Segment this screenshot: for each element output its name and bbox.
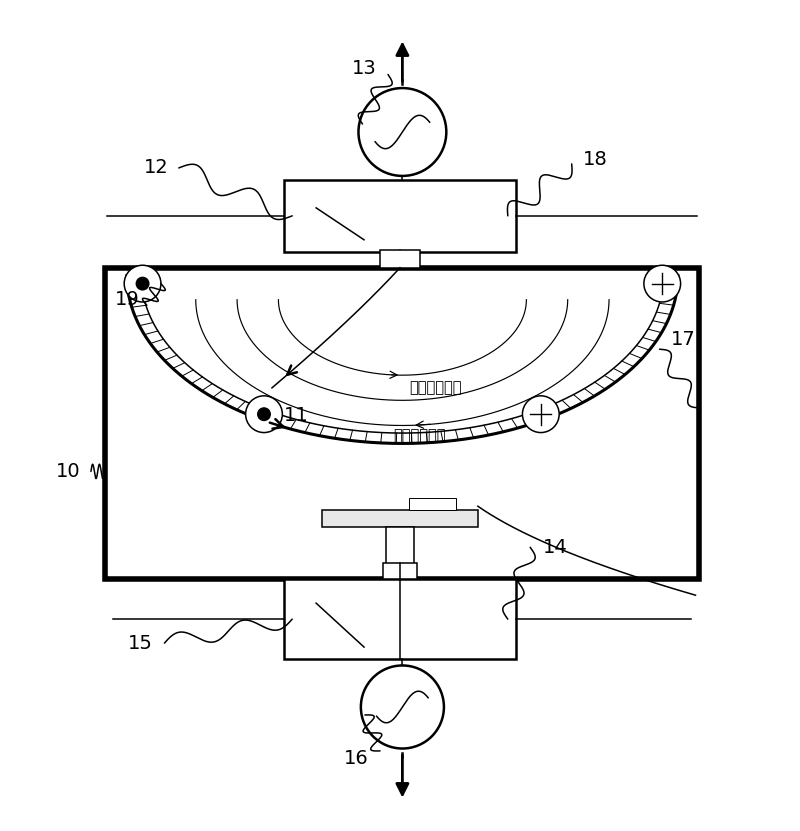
Circle shape	[644, 265, 681, 302]
Circle shape	[361, 666, 444, 749]
Text: 17: 17	[671, 330, 696, 349]
Circle shape	[124, 265, 161, 302]
Text: 线圈电流方向: 线圈电流方向	[394, 428, 446, 443]
Bar	[386, 528, 414, 579]
Text: 功率电流方向: 功率电流方向	[410, 380, 462, 395]
Text: 13: 13	[352, 59, 377, 77]
Text: 14: 14	[543, 538, 568, 557]
Bar	[105, 268, 699, 579]
Circle shape	[246, 396, 282, 433]
Text: 16: 16	[344, 750, 369, 769]
Text: 10: 10	[56, 462, 81, 481]
Circle shape	[358, 88, 446, 176]
Text: 19: 19	[114, 290, 139, 309]
Circle shape	[522, 396, 559, 433]
Bar	[383, 563, 417, 579]
Bar	[380, 250, 420, 268]
Bar	[284, 579, 516, 659]
Text: 15: 15	[128, 633, 153, 652]
Text: 11: 11	[284, 406, 309, 425]
Bar	[410, 499, 456, 509]
Circle shape	[257, 407, 271, 421]
Bar	[284, 179, 516, 252]
Circle shape	[135, 277, 150, 291]
Text: 12: 12	[144, 159, 169, 178]
Text: 18: 18	[583, 150, 608, 170]
Bar	[322, 509, 478, 528]
